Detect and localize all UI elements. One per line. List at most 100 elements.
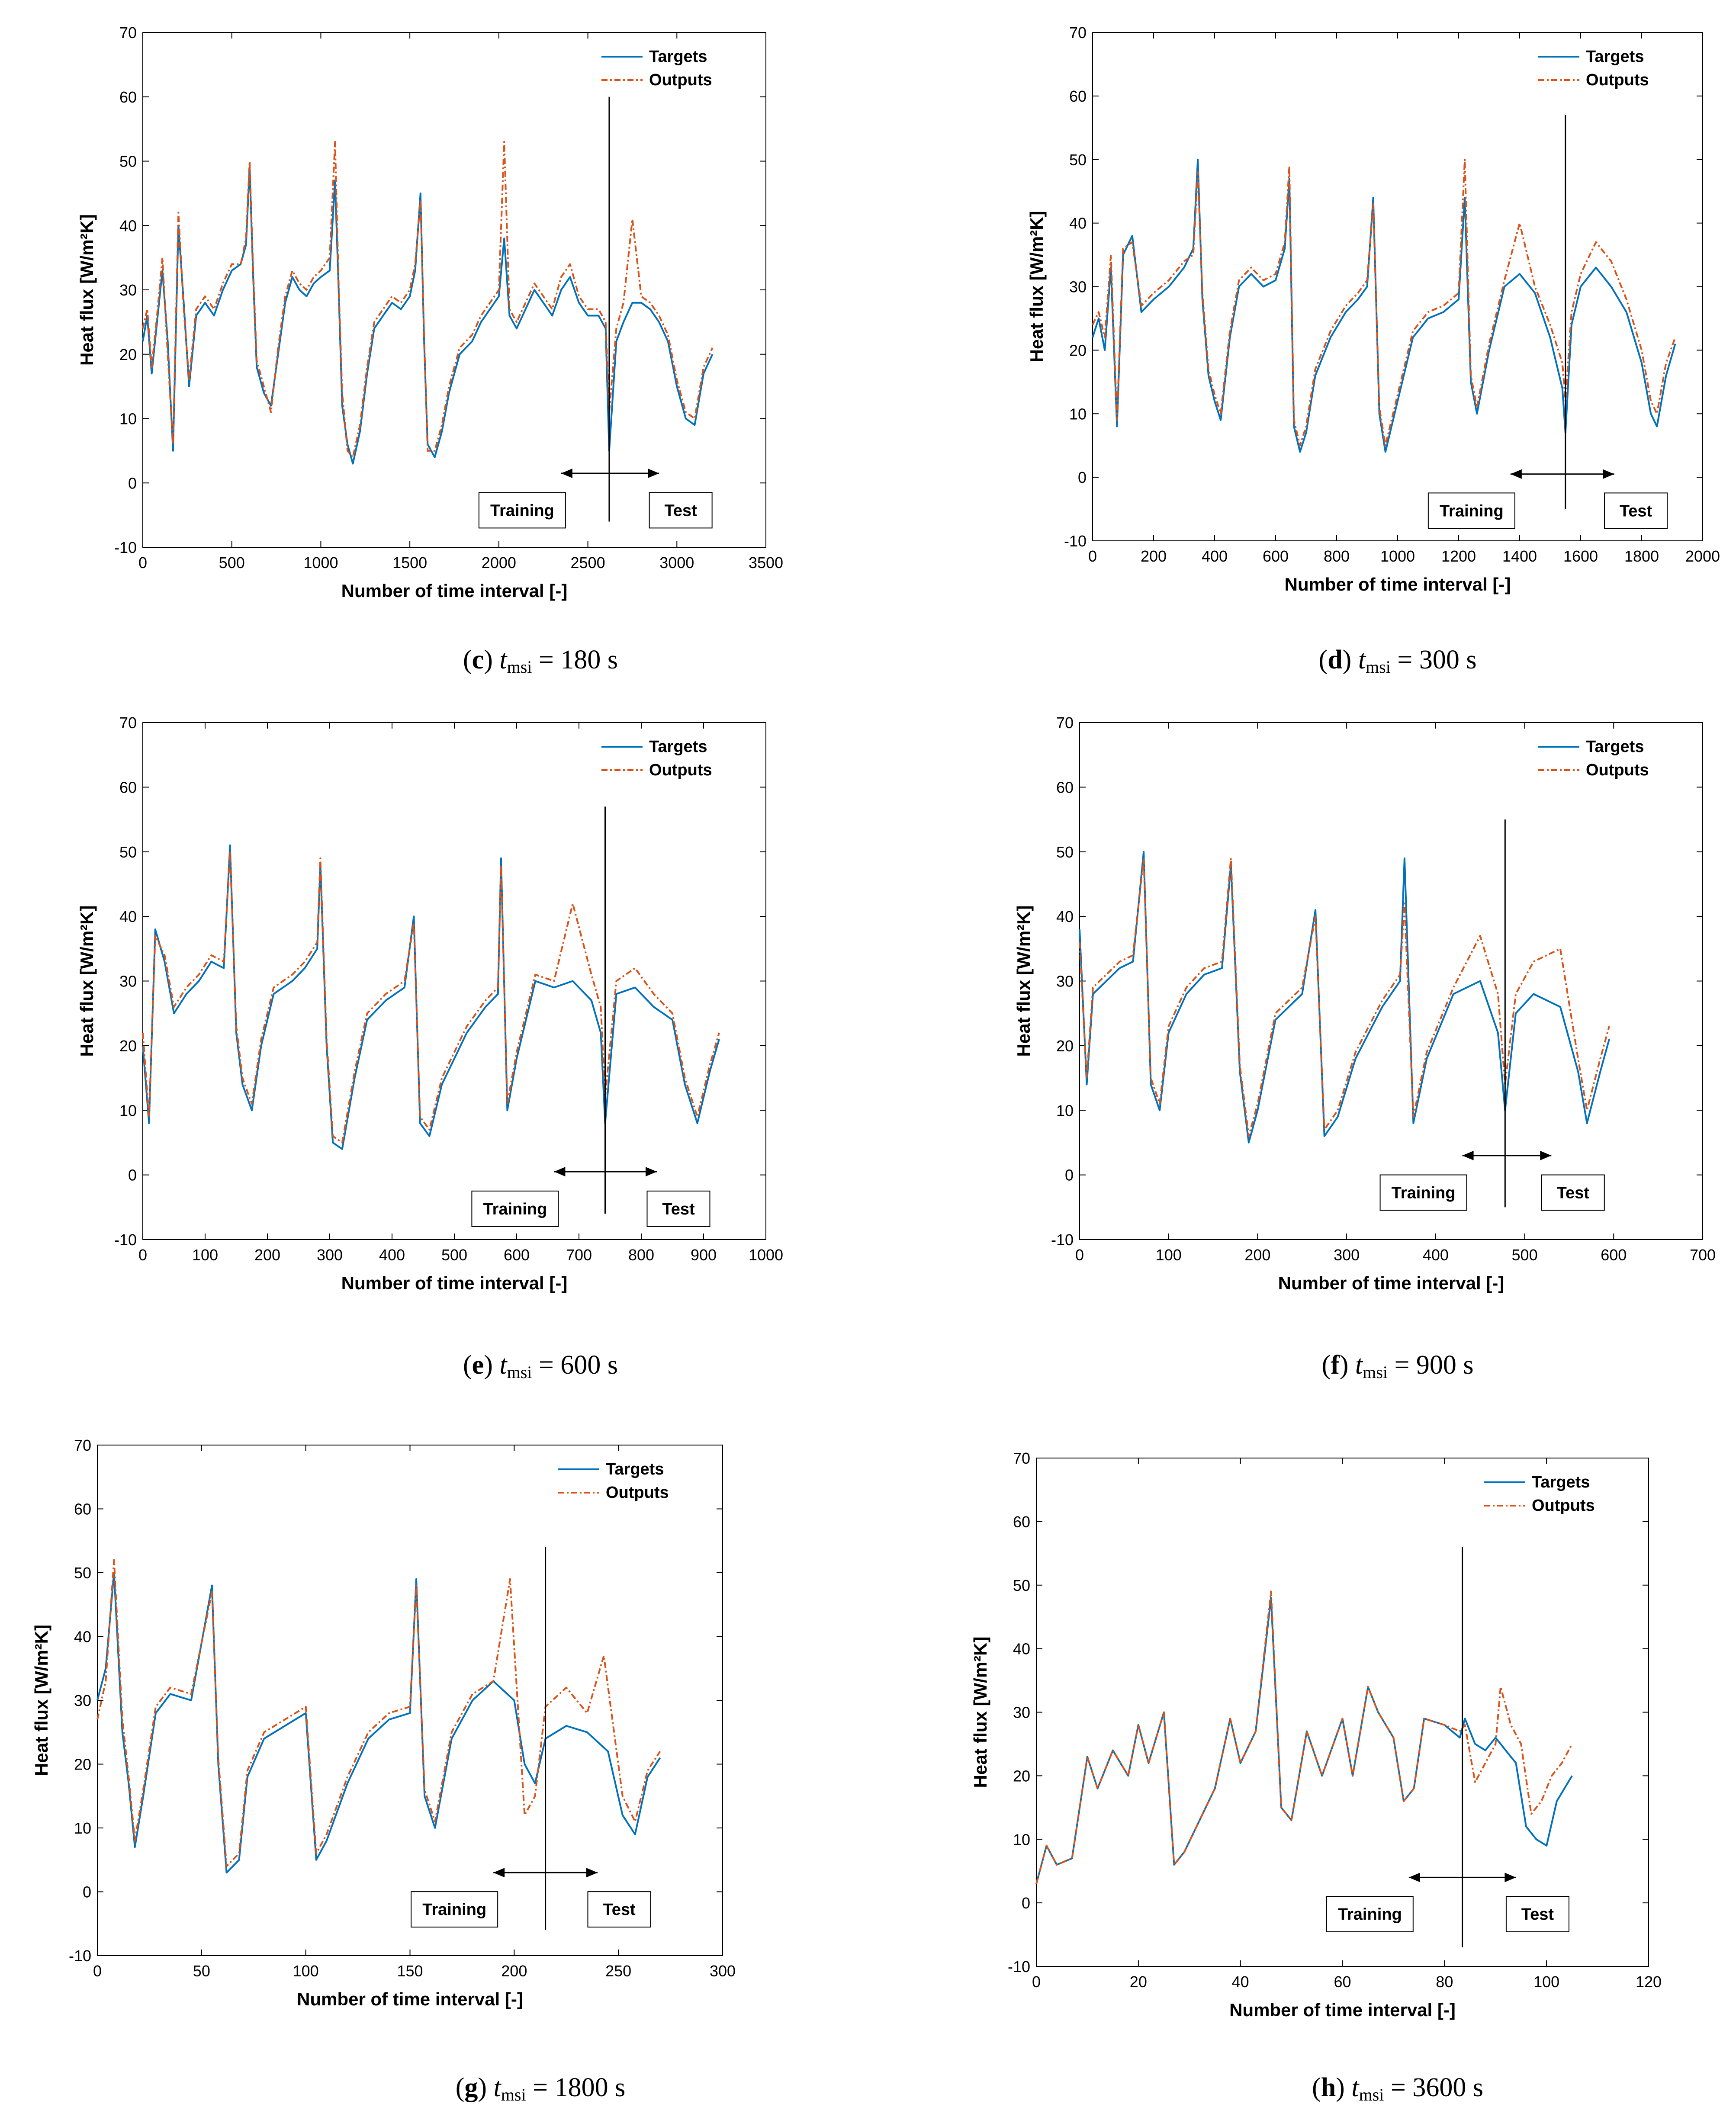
training-label: Training — [1427, 492, 1515, 529]
x-tick-label: 0 — [1032, 1973, 1041, 1991]
y-tick-label: 10 — [1069, 405, 1087, 423]
x-tick-label: 1000 — [303, 554, 338, 572]
training-label-frame — [1326, 1896, 1414, 1932]
test-label-text: Test — [662, 1200, 695, 1218]
arrow-head-left — [493, 1868, 505, 1878]
y-tick-label: 70 — [1013, 1449, 1030, 1467]
training-label: Training — [1379, 1174, 1467, 1211]
arrow-head-left — [1510, 469, 1522, 479]
x-tick-label: 2000 — [482, 554, 516, 572]
y-tick-label: 60 — [119, 88, 137, 106]
legend: Targets Outputs — [1484, 1473, 1595, 1515]
x-tick-label: 900 — [691, 1246, 717, 1264]
y-tick-label: 30 — [1056, 973, 1074, 990]
x-tick-label: 0 — [138, 1246, 147, 1264]
y-axis-label: Heat flux [W/m²K] — [77, 214, 97, 366]
training-label: Training — [411, 1891, 498, 1928]
test-label-text: Test — [1620, 502, 1652, 520]
y-tick-label: 70 — [1069, 24, 1087, 42]
x-tick-label: 250 — [605, 1962, 631, 1980]
y-tick-label: 60 — [74, 1500, 91, 1518]
legend-label-targets: Targets — [606, 1460, 664, 1478]
arrow-head-right — [648, 468, 659, 478]
arrow-head-right — [1505, 1873, 1516, 1882]
caption-c: (c) tmsi = 180 s — [463, 645, 618, 677]
x-tick-label: 100 — [1156, 1246, 1182, 1264]
chart-c: 0 500 1000 1500 2000 2500 3000 3500-10010203040… — [77, 24, 783, 601]
x-tick-label: 800 — [628, 1246, 654, 1264]
test-label: Test — [1541, 1174, 1605, 1211]
training-label: Training — [478, 492, 566, 529]
x-axis-label: Number of time interval [-] — [341, 1273, 568, 1293]
x-tick-label: 40 — [1232, 1973, 1249, 1991]
y-tick-label: 40 — [119, 908, 137, 925]
plot-area — [1079, 722, 1703, 1240]
y-tick-label: 0 — [1022, 1894, 1030, 1912]
x-axis-label: Number of time interval [-] — [1278, 1273, 1505, 1293]
training-label-frame — [478, 492, 566, 529]
legend: Targets Outputs — [1538, 48, 1649, 89]
y-tick-label: 40 — [119, 217, 137, 234]
x-tick-label: 200 — [1141, 547, 1167, 565]
y-tick-label: 0 — [128, 474, 137, 492]
legend-label-targets: Targets — [1532, 1473, 1590, 1491]
y-tick-label: 50 — [119, 153, 137, 170]
test-label: Test — [649, 492, 713, 529]
x-tick-label: 500 — [219, 554, 245, 572]
training-label-frame — [1427, 492, 1515, 529]
y-tick-label: 50 — [1013, 1577, 1030, 1594]
legend: Targets Outputs — [601, 738, 712, 779]
y-tick-label: 70 — [119, 24, 137, 42]
y-tick-label: -10 — [114, 1231, 137, 1249]
x-tick-label: 2000 — [1685, 547, 1720, 565]
arrow-head-right — [586, 1868, 598, 1878]
arrow-head-right — [646, 1167, 657, 1177]
training-label-text: Training — [1338, 1905, 1402, 1924]
y-tick-label: 0 — [128, 1166, 137, 1184]
chart-d: 0 200 400 600 800 1000 1200 1400 1600 1800 2000-10… — [1026, 24, 1720, 594]
test-label-frame — [1604, 492, 1668, 529]
x-tick-label: 500 — [441, 1246, 467, 1264]
legend-label-outputs: Outputs — [606, 1484, 669, 1502]
chart-e: 0 100 200 300 400 500 600 700 800 900 1000-1001020… — [77, 714, 783, 1293]
x-tick-label: 700 — [1690, 1246, 1716, 1264]
test-label-frame — [1541, 1174, 1605, 1211]
x-tick-label: 1000 — [1380, 547, 1415, 565]
x-tick-label: 200 — [501, 1962, 527, 1980]
training-label: Training — [1326, 1896, 1414, 1932]
y-tick-label: 70 — [119, 714, 137, 732]
y-tick-label: -10 — [69, 1947, 91, 1965]
y-axis-label: Heat flux [W/m²K] — [1013, 906, 1034, 1057]
training-label-frame — [411, 1891, 498, 1928]
test-label: Test — [646, 1190, 710, 1227]
caption-e: (e) tmsi = 600 s — [463, 1350, 618, 1382]
x-tick-label: 200 — [1244, 1246, 1270, 1264]
x-tick-label: 100 — [192, 1246, 218, 1264]
legend: Targets Outputs — [601, 48, 712, 89]
x-tick-label: 100 — [1533, 1973, 1559, 1991]
x-tick-label: 300 — [1334, 1246, 1360, 1264]
y-tick-label: 20 — [1013, 1767, 1030, 1785]
test-label-frame — [649, 492, 713, 529]
training-label-text: Training — [483, 1200, 547, 1218]
series-outputs — [142, 851, 720, 1144]
x-tick-label: 120 — [1636, 1973, 1662, 1991]
y-tick-label: 60 — [1056, 778, 1074, 796]
caption-f: (f) tmsi = 900 s — [1321, 1350, 1474, 1382]
test-label: Test — [1505, 1896, 1569, 1932]
y-tick-label: 60 — [119, 778, 137, 796]
y-tick-label: 10 — [119, 1102, 137, 1119]
series-outputs — [142, 141, 714, 458]
chart-g: 0 50 100 150 200 250 300-10010203040506070Numb… — [31, 1436, 736, 2009]
y-tick-label: 20 — [1069, 341, 1087, 359]
y-tick-label: 30 — [119, 281, 137, 299]
legend-label-outputs: Outputs — [1586, 761, 1649, 779]
y-tick-label: 20 — [119, 346, 137, 363]
x-tick-label: 100 — [293, 1962, 319, 1980]
x-tick-label: 0 — [1075, 1246, 1084, 1264]
legend: Targets Outputs — [1538, 738, 1649, 779]
series-outputs — [1092, 158, 1676, 446]
y-tick-label: 0 — [1065, 1166, 1074, 1184]
y-tick-label: 70 — [74, 1436, 91, 1454]
x-tick-label: 1400 — [1502, 547, 1537, 565]
